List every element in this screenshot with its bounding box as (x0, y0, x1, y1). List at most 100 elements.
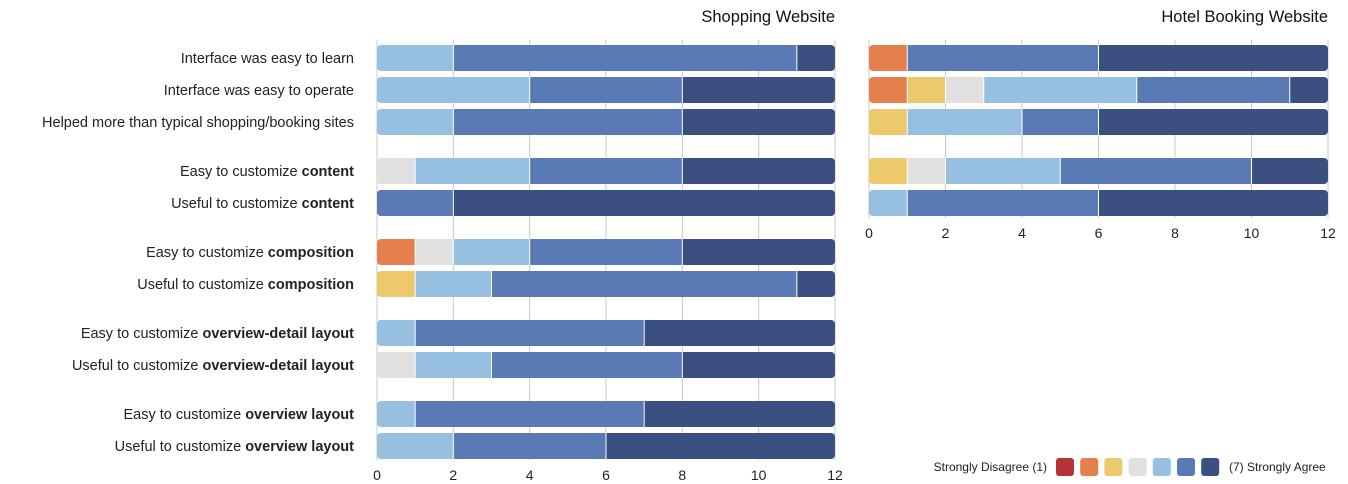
shopping-bar-segment-level-5 (377, 401, 416, 427)
row-label: Easy to customize overview layout (124, 407, 355, 423)
shopping-bar-segment-level-4 (415, 239, 454, 265)
shopping-bar-segment-level-7 (682, 109, 835, 135)
shopping-bar-segment-level-7 (796, 45, 835, 71)
row-label-text: Easy to customize (81, 326, 203, 342)
row-label-text: Useful to customize (171, 196, 302, 212)
shopping-bar-segment-level-7 (796, 271, 835, 297)
shopping-bar-segment-level-6 (377, 190, 454, 216)
shopping-bar-segment-level-7 (453, 190, 835, 216)
hotel-bar-row (869, 109, 1328, 135)
hotel-bar-segment-level-2 (869, 77, 908, 103)
row-label-text: Easy to customize (180, 164, 302, 180)
legend-left-label: Strongly Disagree (1) (934, 460, 1047, 474)
hotel-bar-segment-level-3 (869, 109, 908, 135)
shopping-bar-row (377, 352, 835, 378)
shopping-x-tick-label: 2 (449, 467, 457, 483)
shopping-bar-segment-level-6 (453, 109, 683, 135)
row-label-text: Useful to customize (72, 358, 203, 374)
hotel-bar-segment-level-3 (869, 158, 908, 184)
shopping-bar-row (377, 190, 835, 216)
shopping-bar-segment-level-5 (377, 45, 454, 71)
legend-swatch-level-6 (1177, 458, 1195, 476)
hotel-bar-row (869, 45, 1328, 71)
row-label-text: Useful to customize (115, 439, 246, 455)
shopping-bar-segment-level-6 (529, 239, 683, 265)
shopping-bar-segment-level-5 (377, 320, 416, 346)
hotel-bar-segment-level-6 (1022, 109, 1099, 135)
row-label: Interface was easy to operate (164, 83, 354, 99)
shopping-bar-segment-level-7 (682, 158, 835, 184)
shopping-bar-row (377, 158, 835, 184)
legend-swatch-level-2 (1080, 458, 1099, 476)
legend-right-label: (7) Strongly Agree (1229, 460, 1326, 474)
shopping-x-tick-label: 10 (751, 467, 767, 483)
shopping-bar-segment-level-6 (529, 158, 683, 184)
row-label-text: Easy to customize (124, 407, 246, 423)
hotel-bars (869, 45, 1328, 216)
hotel-x-tick-label: 6 (1095, 225, 1103, 241)
shopping-bar-segment-level-3 (377, 271, 416, 297)
hotel-bar-segment-level-3 (907, 77, 946, 103)
row-label: Useful to customize composition (137, 277, 354, 293)
hotel-bar-segment-level-5 (945, 158, 1061, 184)
shopping-bar-row (377, 271, 835, 297)
shopping-bar-segment-level-4 (377, 352, 416, 378)
hotel-booking-website-title: Hotel Booking Website (1161, 8, 1328, 26)
hotel-x-tick-label: 8 (1171, 225, 1179, 241)
row-label-bold-text: overview layout (245, 439, 354, 455)
shopping-bar-segment-level-5 (453, 239, 530, 265)
row-label: Useful to customize overview layout (115, 439, 355, 455)
shopping-x-tick-label: 0 (373, 467, 381, 483)
shopping-bar-row (377, 45, 835, 71)
shopping-x-tick-label: 6 (602, 467, 610, 483)
shopping-bar-segment-level-6 (491, 352, 683, 378)
shopping-bar-row (377, 239, 835, 265)
legend-swatch-level-4 (1128, 458, 1147, 476)
shopping-bar-row (377, 77, 835, 103)
shopping-bar-segment-level-5 (377, 109, 454, 135)
row-label-bold-text: overview layout (245, 407, 354, 423)
hotel-x-tick-label: 0 (865, 225, 873, 241)
hotel-bar-segment-level-5 (983, 77, 1137, 103)
hotel-bar-segment-level-6 (1060, 158, 1252, 184)
hotel-bar-segment-level-5 (869, 190, 908, 216)
shopping-bar-segment-level-6 (529, 77, 683, 103)
row-label: Helped more than typical shopping/bookin… (42, 115, 354, 131)
row-label-text: Useful to customize (137, 277, 268, 293)
shopping-bar-segment-level-7 (682, 239, 835, 265)
shopping-x-tick-label: 4 (526, 467, 534, 483)
shopping-bars (377, 45, 835, 459)
row-label-bold-text: composition (268, 277, 354, 293)
shopping-bar-segment-level-5 (377, 77, 530, 103)
hotel-bar-segment-level-5 (907, 109, 1022, 135)
legend-swatches (1056, 458, 1220, 476)
row-label: Easy to customize composition (146, 245, 354, 261)
hotel-bar-segment-level-7 (1098, 109, 1328, 135)
hotel-bar-segment-level-7 (1098, 190, 1328, 216)
row-label-bold-text: composition (268, 245, 354, 261)
shopping-bar-segment-level-7 (606, 433, 835, 459)
row-label: Easy to customize content (180, 164, 354, 180)
shopping-bar-row (377, 433, 835, 459)
hotel-bar-row (869, 158, 1328, 184)
shopping-bar-row (377, 401, 835, 427)
row-label-text: Interface was easy to learn (181, 51, 354, 67)
row-label-bold-text: overview-detail layout (203, 358, 355, 374)
shopping-bar-segment-level-2 (377, 239, 416, 265)
hotel-bar-segment-level-7 (1289, 77, 1328, 103)
shopping-bar-segment-level-7 (644, 320, 835, 346)
hotel-bar-segment-level-4 (907, 158, 946, 184)
shopping-bar-segment-level-7 (682, 352, 835, 378)
hotel-x-tick-label: 10 (1244, 225, 1260, 241)
shopping-bar-segment-level-5 (415, 158, 530, 184)
hotel-bar-segment-level-7 (1098, 45, 1328, 71)
hotel-bar-segment-level-6 (1136, 77, 1290, 103)
shopping-website-title: Shopping Website (701, 8, 835, 26)
shopping-x-tick-label: 12 (827, 467, 843, 483)
shopping-bar-segment-level-6 (415, 401, 645, 427)
shopping-bar-row (377, 109, 835, 135)
shopping-x-ticks: 0 2 4 6 8 10 12 (373, 467, 843, 483)
row-labels: Interface was easy to learn Interface was… (42, 51, 354, 455)
shopping-bar-segment-level-6 (491, 271, 797, 297)
